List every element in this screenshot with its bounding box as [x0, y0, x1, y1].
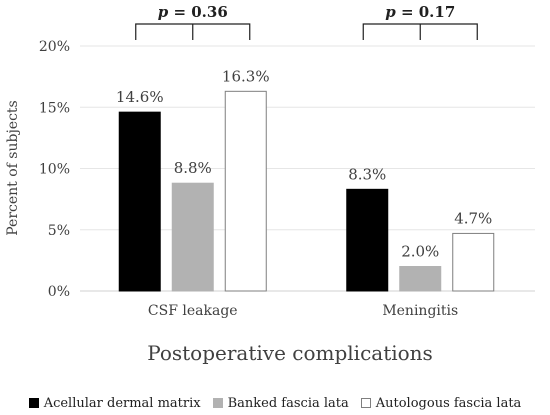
- legend-item: Autologous fascia lata: [360, 395, 522, 411]
- bar: [171, 182, 214, 292]
- legend-item: Banked fascia lata: [212, 395, 349, 411]
- bar: [118, 111, 161, 292]
- y-tick-label: 10%: [39, 162, 70, 178]
- legend-swatch: [360, 398, 371, 408]
- significance-brackets: p = 0.36 p = 0.17: [135, 3, 478, 40]
- data-label: 2.0%: [401, 243, 439, 261]
- significance-bracket: [362, 23, 478, 40]
- legend-swatch: [212, 398, 223, 408]
- y-tick-label: 0%: [48, 284, 70, 300]
- bar: [452, 232, 495, 292]
- p-value-annotation: p = 0.17: [385, 3, 455, 21]
- legend: Acellular dermal matrix Banked fascia lat…: [0, 394, 550, 412]
- y-tick-label: 5%: [48, 223, 70, 239]
- chart: 0% 5% 10% 15% 20% 14.6% 8.8% 16.3% 8.3% 2.0% 4.7%…: [5, 3, 535, 365]
- p-symbol: p: [158, 3, 169, 21]
- data-label: 8.8%: [174, 159, 212, 177]
- data-label: 8.3%: [348, 165, 386, 183]
- data-labels: 14.6% 8.8% 16.3% 8.3% 2.0% 4.7%: [116, 67, 492, 260]
- y-axis-ticks: 0% 5% 10% 15% 20%: [39, 39, 70, 300]
- category-label: Meningitis: [382, 303, 458, 319]
- p-symbol: p: [385, 3, 396, 21]
- y-tick-label: 20%: [39, 39, 70, 55]
- legend-item: Acellular dermal matrix: [28, 395, 201, 411]
- legend-swatch: [28, 398, 39, 408]
- data-label: 4.7%: [454, 209, 492, 227]
- data-label: 16.3%: [222, 67, 270, 85]
- category-labels: CSF leakage Meningitis: [148, 303, 458, 319]
- data-label: 14.6%: [116, 88, 164, 106]
- y-tick-label: 15%: [39, 100, 70, 116]
- x-axis-label: Postoperative complications: [147, 341, 433, 365]
- bar: [346, 188, 389, 292]
- bar: [224, 90, 267, 292]
- p-value-annotation: p = 0.36: [158, 3, 228, 21]
- bars: [118, 90, 495, 292]
- category-label: CSF leakage: [148, 303, 238, 319]
- significance-bracket: [135, 23, 251, 40]
- p-value-text: = 0.36: [168, 3, 228, 21]
- y-axis-label: Percent of subjects: [5, 100, 21, 236]
- p-value-text: = 0.17: [396, 3, 456, 21]
- legend-label: Acellular dermal matrix: [43, 395, 201, 411]
- legend-label: Autologous fascia lata: [375, 395, 522, 411]
- bar: [399, 266, 442, 292]
- legend-label: Banked fascia lata: [227, 395, 349, 411]
